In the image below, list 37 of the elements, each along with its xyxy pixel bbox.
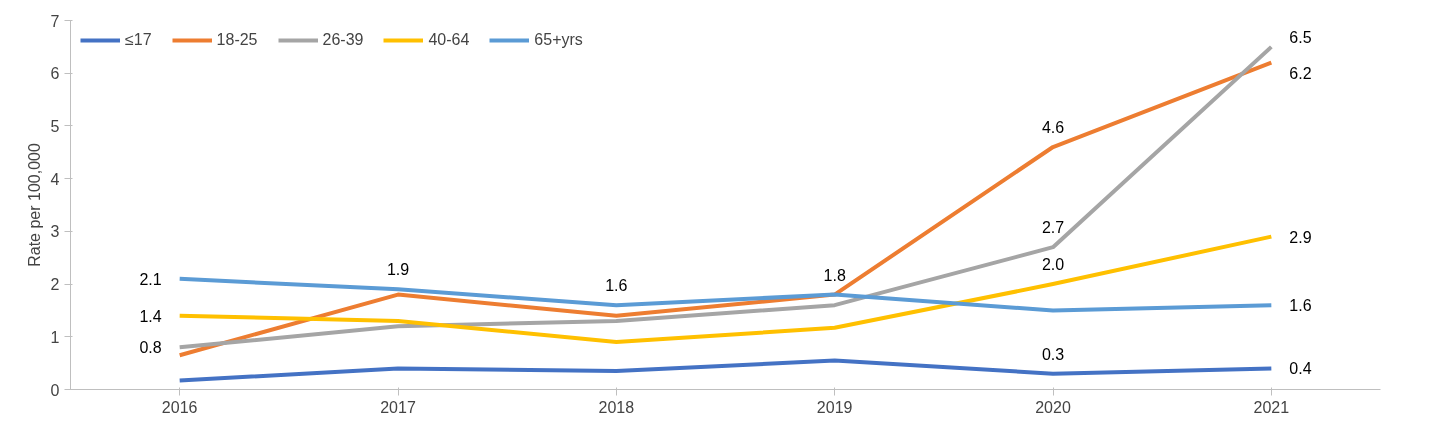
x-tick-label: 2018 xyxy=(598,398,635,416)
data-label: 1.8 xyxy=(823,266,846,284)
x-tick-label: 2019 xyxy=(816,398,853,416)
data-label: 0.8 xyxy=(139,339,162,357)
line-series xyxy=(177,358,1274,383)
data-label: 1.4 xyxy=(139,307,162,325)
y-tick-label: 6 xyxy=(50,65,60,83)
y-axis-title: Rate per 100,000 xyxy=(25,143,43,267)
legend-label: 18-25 xyxy=(216,31,258,49)
y-tick-label: 0 xyxy=(50,381,60,399)
data-label: 2.7 xyxy=(1041,219,1065,237)
x-tick-label: 2017 xyxy=(380,398,416,416)
data-label: 6.2 xyxy=(1289,64,1312,82)
data-label: 1.6 xyxy=(1289,297,1312,315)
y-tick-label: 7 xyxy=(50,12,60,30)
x-tick-label: 2016 xyxy=(161,398,198,416)
legend-label: 40-64 xyxy=(428,31,470,49)
y-tick-label: 3 xyxy=(50,223,60,241)
x-tick-label: 2021 xyxy=(1253,398,1290,416)
data-label: 1.9 xyxy=(386,261,410,279)
y-tick-label: 2 xyxy=(50,276,60,294)
data-label: 0.3 xyxy=(1041,345,1065,363)
data-label: 6.5 xyxy=(1289,28,1312,46)
legend-label: ≤17 xyxy=(125,31,152,49)
data-label: 2.0 xyxy=(1041,256,1065,274)
legend-label: 26-39 xyxy=(322,31,364,49)
data-label: 4.6 xyxy=(1041,119,1065,137)
y-tick-label: 5 xyxy=(50,117,60,135)
data-label: 0.4 xyxy=(1289,360,1312,378)
y-tick-label: 4 xyxy=(50,170,60,188)
x-tick-label: 2020 xyxy=(1035,398,1071,416)
y-tick-label: 1 xyxy=(50,328,60,346)
line-series xyxy=(177,234,1274,345)
legend-label: 65+yrs xyxy=(534,31,583,49)
data-label: 1.6 xyxy=(605,277,628,295)
data-label: 2.9 xyxy=(1289,228,1312,246)
data-label: 2.1 xyxy=(139,270,162,288)
